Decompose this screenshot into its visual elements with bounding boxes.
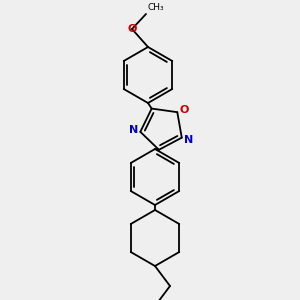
Text: N: N bbox=[184, 135, 194, 145]
Text: CH₃: CH₃ bbox=[148, 3, 165, 12]
Text: N: N bbox=[129, 125, 138, 135]
Text: O: O bbox=[180, 105, 189, 115]
Text: O: O bbox=[127, 24, 137, 34]
